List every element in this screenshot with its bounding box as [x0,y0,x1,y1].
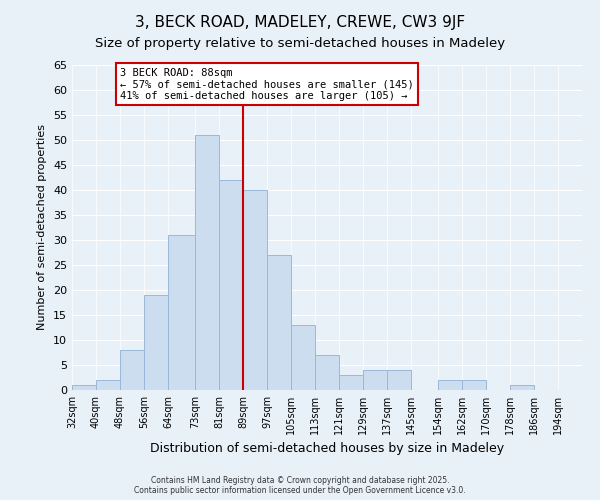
Bar [243,190,267,390]
Bar [219,180,243,390]
Bar [144,295,168,390]
Bar [120,350,144,390]
Bar [315,355,339,390]
Bar [168,235,195,390]
Bar [387,370,411,390]
Text: 3, BECK ROAD, MADELEY, CREWE, CW3 9JF: 3, BECK ROAD, MADELEY, CREWE, CW3 9JF [135,15,465,30]
Bar [438,380,462,390]
Bar [195,135,219,390]
Bar [96,380,120,390]
Y-axis label: Number of semi-detached properties: Number of semi-detached properties [37,124,47,330]
Text: 3 BECK ROAD: 88sqm
← 57% of semi-detached houses are smaller (145)
41% of semi-d: 3 BECK ROAD: 88sqm ← 57% of semi-detache… [120,68,414,100]
X-axis label: Distribution of semi-detached houses by size in Madeley: Distribution of semi-detached houses by … [150,442,504,456]
Bar [267,255,291,390]
Bar [510,385,534,390]
Text: Contains HM Land Registry data © Crown copyright and database right 2025.
Contai: Contains HM Land Registry data © Crown c… [134,476,466,495]
Bar [363,370,387,390]
Bar [339,375,363,390]
Text: Size of property relative to semi-detached houses in Madeley: Size of property relative to semi-detach… [95,38,505,51]
Bar [291,325,315,390]
Bar [72,385,96,390]
Bar [462,380,486,390]
